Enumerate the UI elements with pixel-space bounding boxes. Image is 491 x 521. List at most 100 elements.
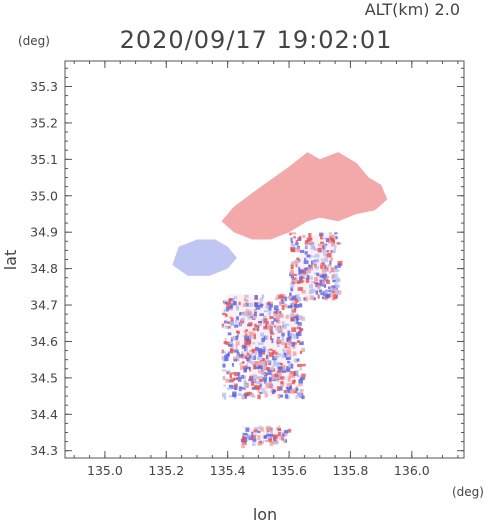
speckle (236, 354, 239, 358)
speckle (294, 358, 299, 363)
speckle (331, 275, 335, 280)
speckle (298, 383, 303, 387)
speckle (321, 296, 324, 300)
speckle (288, 340, 292, 343)
speckle (233, 359, 238, 362)
speckle (304, 271, 309, 276)
speckle (270, 332, 275, 335)
speckle (322, 273, 327, 279)
speckle (299, 350, 303, 355)
speckle (296, 247, 301, 253)
speckle (281, 364, 286, 370)
speckle (287, 378, 291, 382)
speckle (285, 357, 290, 360)
speckle (291, 308, 297, 313)
speckle (250, 315, 253, 319)
speckle (298, 287, 304, 291)
speckle (287, 342, 290, 346)
speckle (270, 384, 274, 389)
speckle (273, 325, 277, 328)
speckle (275, 317, 280, 321)
speckle (321, 237, 327, 240)
speckle (276, 342, 280, 348)
speckle (328, 271, 332, 274)
speckle (329, 260, 332, 265)
speckle (276, 320, 281, 324)
speckle (236, 334, 239, 338)
speckle (292, 314, 295, 317)
speckle (256, 356, 262, 360)
speckle (252, 316, 256, 320)
speckle (290, 303, 293, 308)
speckle (255, 305, 261, 310)
speckle (299, 303, 303, 308)
speckle (267, 325, 271, 330)
speckle (254, 350, 258, 356)
speckle (246, 358, 250, 362)
speckle (221, 349, 225, 354)
speckle (268, 306, 272, 311)
speckle (227, 332, 232, 336)
speckle (235, 319, 238, 324)
speckle (309, 295, 315, 300)
speckle (259, 297, 264, 302)
y-tick-label: 35.1 (30, 152, 58, 167)
plot-layer (172, 152, 388, 449)
speckle (298, 315, 301, 319)
speckle (324, 264, 327, 270)
speckle (306, 237, 312, 242)
speckle (314, 265, 319, 270)
speckle (296, 257, 300, 260)
speckle (240, 312, 246, 316)
speckle (300, 389, 304, 393)
speckle (244, 356, 250, 360)
speckle (226, 321, 231, 325)
speckle (285, 314, 289, 319)
speckle (271, 352, 275, 356)
speckle (337, 263, 341, 268)
speckle (254, 427, 259, 431)
speckle (298, 378, 304, 384)
speckle (281, 336, 285, 342)
speckle (224, 325, 228, 329)
speckle (284, 394, 288, 399)
speckle (295, 315, 299, 319)
speckle (290, 268, 293, 274)
speckle (299, 276, 303, 282)
speckle (332, 288, 336, 294)
speckle (245, 333, 248, 337)
speckle (280, 381, 285, 387)
speckle (323, 277, 328, 282)
speckle (243, 298, 247, 301)
speckle (254, 366, 260, 370)
speckle (319, 289, 323, 293)
speckle (246, 308, 249, 313)
speckle (296, 326, 302, 329)
speckle (232, 356, 238, 360)
speckle (301, 373, 306, 378)
speckle (252, 355, 256, 360)
speckle (252, 438, 257, 442)
speckle (298, 270, 303, 276)
speckle (263, 379, 267, 384)
speckle (251, 393, 254, 397)
speckle (257, 394, 261, 400)
speckle (245, 347, 248, 353)
speckle (269, 442, 274, 446)
speckle (262, 349, 266, 353)
speckle (289, 292, 292, 297)
speckle (269, 377, 272, 382)
speckle (283, 298, 286, 303)
speckle (242, 441, 247, 445)
speckle (320, 292, 326, 296)
speckle (292, 301, 296, 304)
y-axis-label: lat (1, 250, 20, 271)
speckle (244, 392, 250, 396)
speckle (265, 383, 271, 389)
speckle (297, 391, 302, 397)
speckle (328, 286, 331, 290)
speckle (231, 363, 234, 367)
speckle (332, 280, 337, 283)
speckle (243, 383, 248, 389)
speckle (331, 285, 336, 289)
